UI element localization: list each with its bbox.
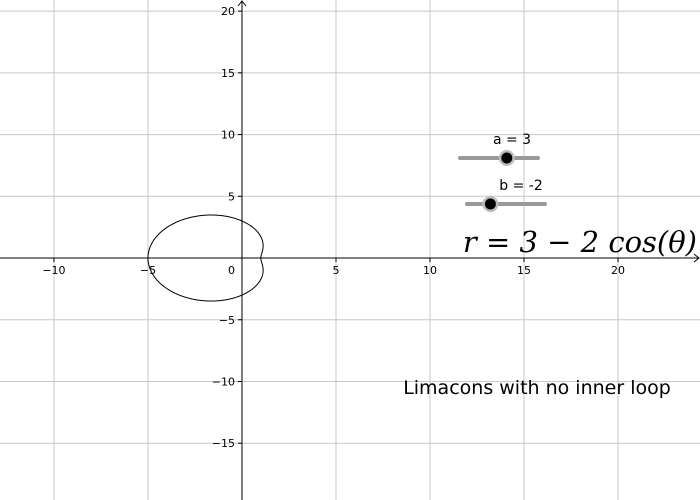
x-tick-label: 10 <box>423 264 437 277</box>
y-axis-arrow <box>237 0 247 7</box>
formula: r = 3 − 2 cos(θ) <box>463 225 697 259</box>
slider-label: a = 3 <box>493 132 531 148</box>
x-tick-label: 0 <box>228 264 235 277</box>
limacon-curve <box>147 214 264 302</box>
y-tick-label: 20 <box>221 5 235 18</box>
x-tick-label: 15 <box>517 264 531 277</box>
x-tick-label: −10 <box>42 264 65 277</box>
slider-knob[interactable] <box>501 152 513 164</box>
x-tick-label: 20 <box>611 264 625 277</box>
y-tick-label: −15 <box>212 437 235 450</box>
y-tick-label: 10 <box>221 129 235 142</box>
caption: Limacons with no inner loop <box>403 377 671 399</box>
x-tick-label: 5 <box>332 264 339 277</box>
y-tick-label: 5 <box>228 190 235 203</box>
y-tick-label: −5 <box>219 314 235 327</box>
y-tick-label: −10 <box>212 375 235 388</box>
slider-label: b = -2 <box>499 178 542 194</box>
slider-knob[interactable] <box>484 198 496 210</box>
x-axis-arrow <box>693 253 700 263</box>
y-tick-label: 15 <box>221 67 235 80</box>
